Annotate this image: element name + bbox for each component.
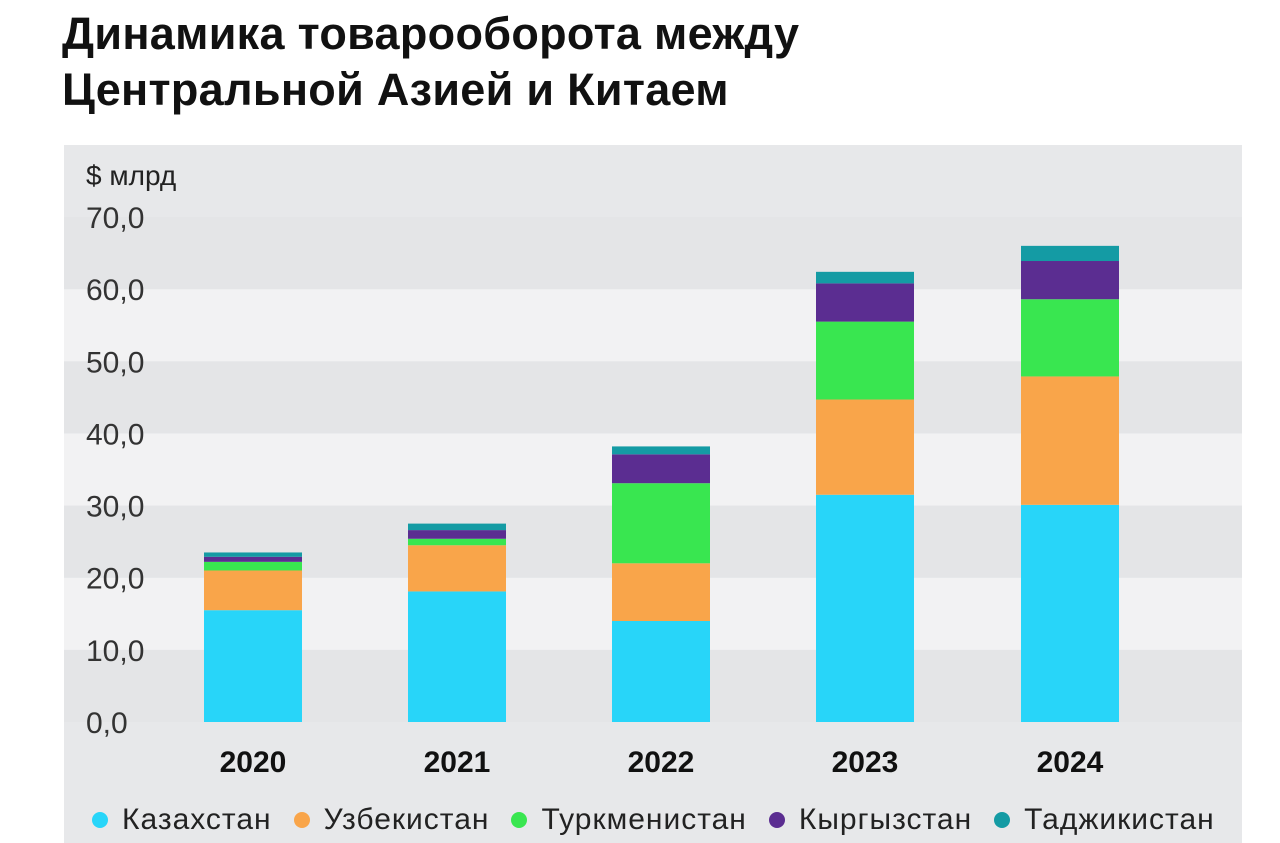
bar-segment-2020-Узбекистан <box>204 570 302 611</box>
y-tick-label: 50,0 <box>86 346 144 379</box>
y-tick-label: 10,0 <box>86 635 144 668</box>
legend-swatch <box>768 812 785 828</box>
bar-segment-2024-Туркменистан <box>1021 299 1119 377</box>
bars <box>204 245 1119 722</box>
chart-title-line-2: Центральной Азией и Китаем <box>62 64 729 115</box>
bar-segment-2022-Казахстан <box>612 621 710 722</box>
legend-item: Таджикистан <box>994 803 1215 837</box>
bar-segment-2021-Таджикистан <box>408 523 506 531</box>
bar-segment-2024-Узбекистан <box>1021 376 1119 505</box>
x-tick-label: 2024 <box>1037 746 1104 779</box>
bar-segment-2021-Кыргызстан <box>408 530 506 539</box>
bar-segment-2021-Казахстан <box>408 591 506 722</box>
legend-item: Кыргызстан <box>768 803 973 837</box>
y-tick-label: 20,0 <box>86 563 144 596</box>
bar-segment-2023-Казахстан <box>816 494 914 722</box>
y-tick-label: 70,0 <box>86 202 144 235</box>
x-tick-label: 2021 <box>424 746 491 779</box>
bar-segment-2020-Таджикистан <box>204 552 302 557</box>
legend-swatch <box>511 812 528 828</box>
bar-segment-2020-Кыргызстан <box>204 556 302 562</box>
bar-segment-2023-Таджикистан <box>816 271 914 284</box>
y-tick-label: 40,0 <box>86 418 144 451</box>
bar-segment-2020-Казахстан <box>204 610 302 722</box>
x-tick-label: 2022 <box>628 746 695 779</box>
legend-label: Туркменистан <box>541 803 747 836</box>
legend-label: Кыргызстан <box>798 803 973 836</box>
bar-segment-2021-Узбекистан <box>408 545 506 592</box>
x-tick-label: 2020 <box>220 746 287 779</box>
legend-label: Таджикистан <box>1024 803 1215 836</box>
bar-segment-2022-Туркменистан <box>612 483 710 564</box>
bar-segment-2022-Узбекистан <box>612 563 710 621</box>
x-axis-ticks: 2020 2021 2022 2023 2024 <box>220 746 1104 779</box>
x-tick-label: 2023 <box>832 746 899 779</box>
bar-segment-2022-Кыргызстан <box>612 454 710 484</box>
bar-segment-2020-Туркменистан <box>204 561 302 571</box>
bar-segment-2024-Кыргызстан <box>1021 261 1119 300</box>
chart-title-line-1: Динамика товарооборота между <box>62 8 800 59</box>
bar-segment-2024-Таджикистан <box>1021 245 1119 262</box>
legend-item: Казахстан <box>92 803 272 837</box>
legend: Казахстан Узбекистан Туркменистан Кыргызста… <box>92 800 1252 840</box>
legend-item: Узбекистан <box>293 803 490 837</box>
bar-segment-2024-Казахстан <box>1021 504 1119 722</box>
legend-label: Казахстан <box>122 803 272 836</box>
legend-swatch <box>994 812 1011 828</box>
y-tick-label: 30,0 <box>86 491 144 524</box>
legend-swatch <box>92 812 108 828</box>
legend-item: Туркменистан <box>511 803 746 837</box>
bar-segment-2022-Таджикистан <box>612 446 710 455</box>
y-tick-label: 60,0 <box>86 274 144 307</box>
legend-label: Узбекистан <box>323 803 490 836</box>
bar-segment-2023-Узбекистан <box>816 399 914 495</box>
bar-segment-2023-Кыргызстан <box>816 283 914 322</box>
bar-segment-2023-Туркменистан <box>816 321 914 400</box>
y-tick-label: 0,0 <box>86 707 128 740</box>
legend-swatch <box>293 812 310 828</box>
y-axis-label: $ млрд <box>86 160 176 191</box>
bar-segment-2021-Туркменистан <box>408 538 506 546</box>
chart-title: Динамика товарооборота между Центральной… <box>62 6 1162 118</box>
y-axis-ticks: 0,0 10,0 20,0 30,0 40,0 50,0 60,0 70,0 <box>86 202 144 740</box>
